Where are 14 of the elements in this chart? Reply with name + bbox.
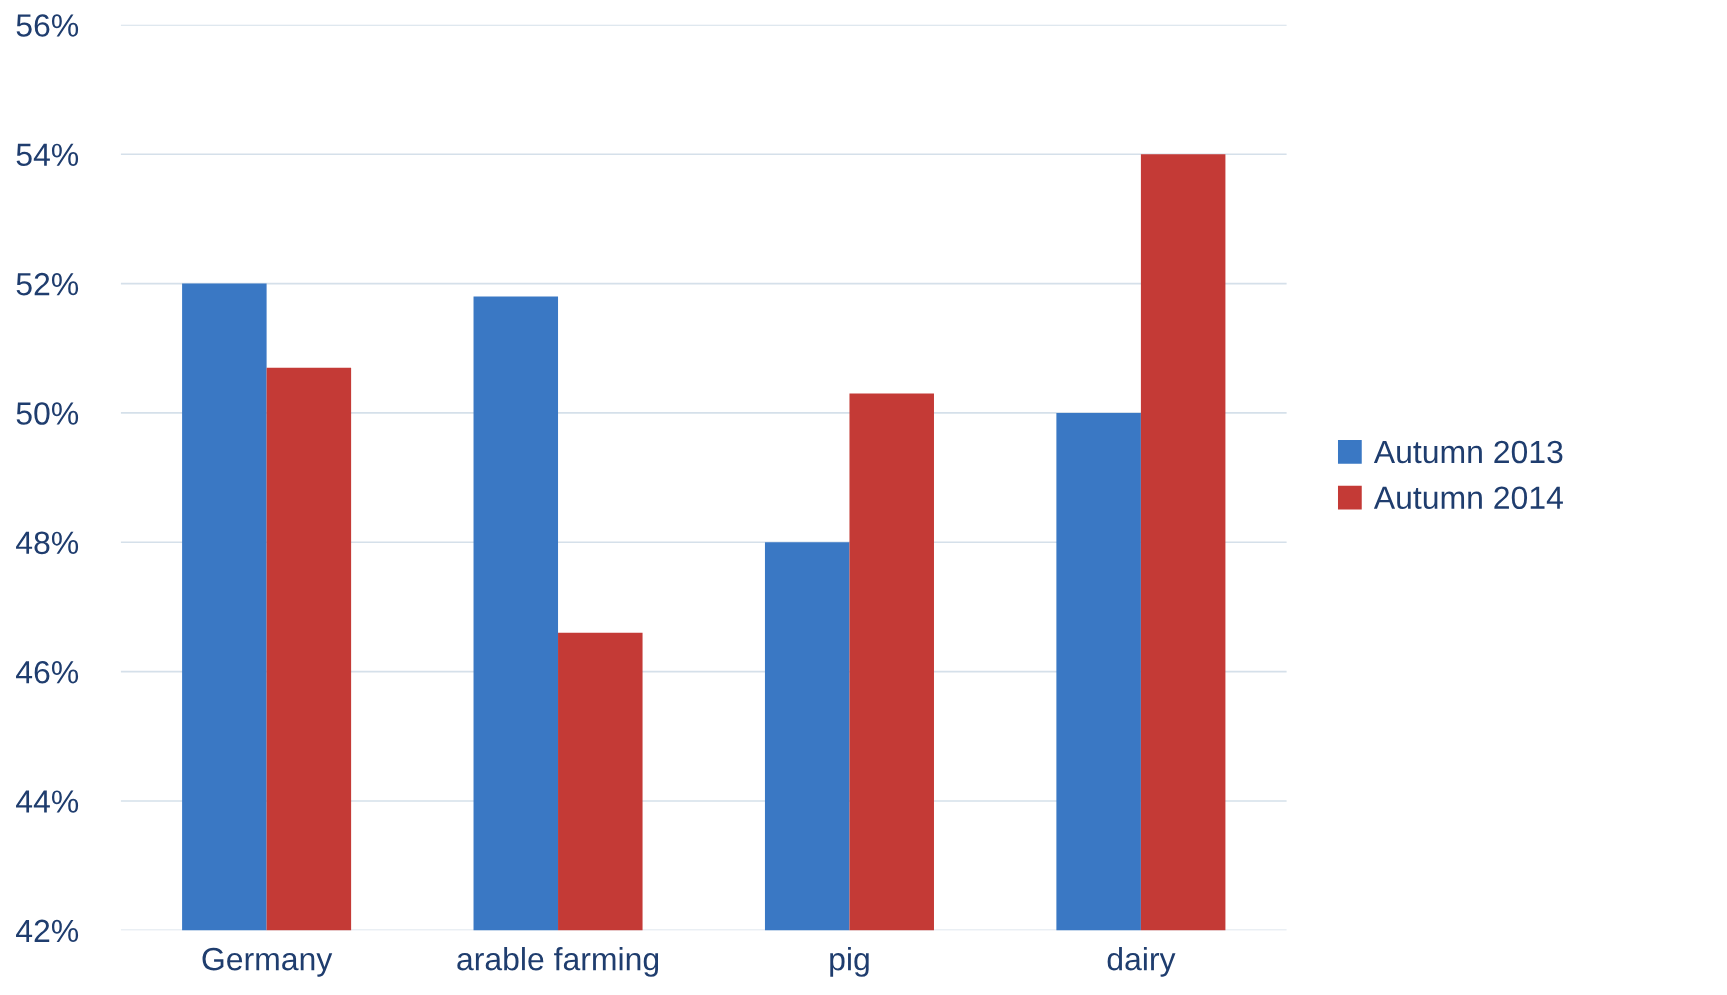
y-tick-label: 54% <box>16 143 79 167</box>
y-tick-label: 48% <box>16 531 79 555</box>
legend-label: Autumn 2014 <box>1373 486 1563 510</box>
legend-label: Autumn 2013 <box>1373 440 1563 464</box>
x-tick-label: pig <box>830 946 869 977</box>
x-tick-label: arable farming <box>457 946 659 977</box>
x-tick-label: dairy <box>1107 946 1176 977</box>
y-tick-label: 52% <box>16 272 79 296</box>
y-tick-label: 46% <box>16 660 79 684</box>
y-tick-label: 50% <box>16 402 79 425</box>
y-tick-label: 56% <box>16 14 79 37</box>
y-tick-label: 44% <box>16 790 79 813</box>
y-tick-label: 42% <box>16 919 79 943</box>
x-tick-label: Germany <box>202 947 333 977</box>
